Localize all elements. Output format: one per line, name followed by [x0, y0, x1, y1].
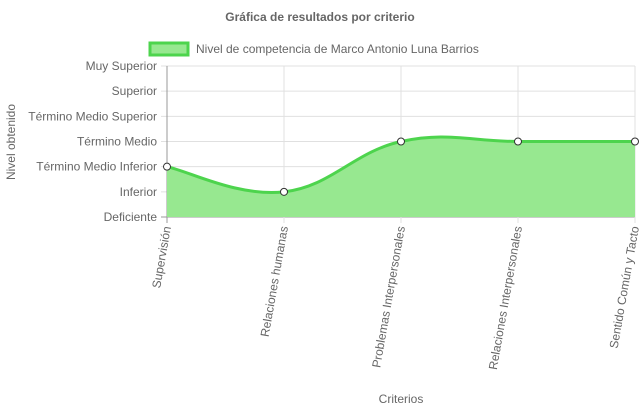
data-point[interactable]	[397, 137, 405, 146]
x-tick-label: Relaciones humanas	[258, 225, 291, 338]
series-area	[167, 137, 635, 217]
y-axis-ticks: Deficiente Inferior Término Medio Inferior…	[28, 59, 157, 224]
y-tick-label: Inferior	[120, 185, 157, 199]
y-tick-label: Término Medio	[77, 135, 157, 149]
chart-title: Gráfica de resultados por criterio	[225, 10, 414, 24]
legend[interactable]: Nivel de competencia de Marco Antonio Lu…	[148, 41, 479, 57]
legend-label[interactable]: Nivel de competencia de Marco Antonio Lu…	[196, 42, 479, 56]
x-axis-ticks: Supervisión Relaciones humanas Problemas I…	[149, 225, 639, 371]
legend-swatch[interactable]	[148, 41, 190, 57]
x-tick-label: Supervisión	[149, 225, 174, 289]
x-tick-label: Relaciones Interpersonales	[486, 225, 525, 371]
x-tick-label: Sentido Común y Tacto	[607, 225, 639, 350]
data-point[interactable]	[631, 137, 639, 146]
y-tick-label: Deficiente	[104, 210, 158, 224]
x-tick-label: Problemas Interpersonales	[369, 225, 408, 369]
x-axis-title: Criterios	[379, 392, 424, 406]
y-tick-label: Término Medio Superior	[28, 109, 157, 123]
data-point[interactable]	[280, 187, 288, 196]
area-layer	[166, 135, 635, 217]
data-point[interactable]	[514, 137, 522, 146]
y-axis-title: Nivel obtenido	[4, 104, 18, 180]
y-tick-label: Superior	[112, 84, 157, 98]
data-point[interactable]	[163, 162, 171, 171]
y-tick-label: Muy Superior	[86, 59, 157, 73]
y-tick-label: Término Medio Inferior	[36, 160, 157, 174]
data-points	[163, 137, 639, 196]
